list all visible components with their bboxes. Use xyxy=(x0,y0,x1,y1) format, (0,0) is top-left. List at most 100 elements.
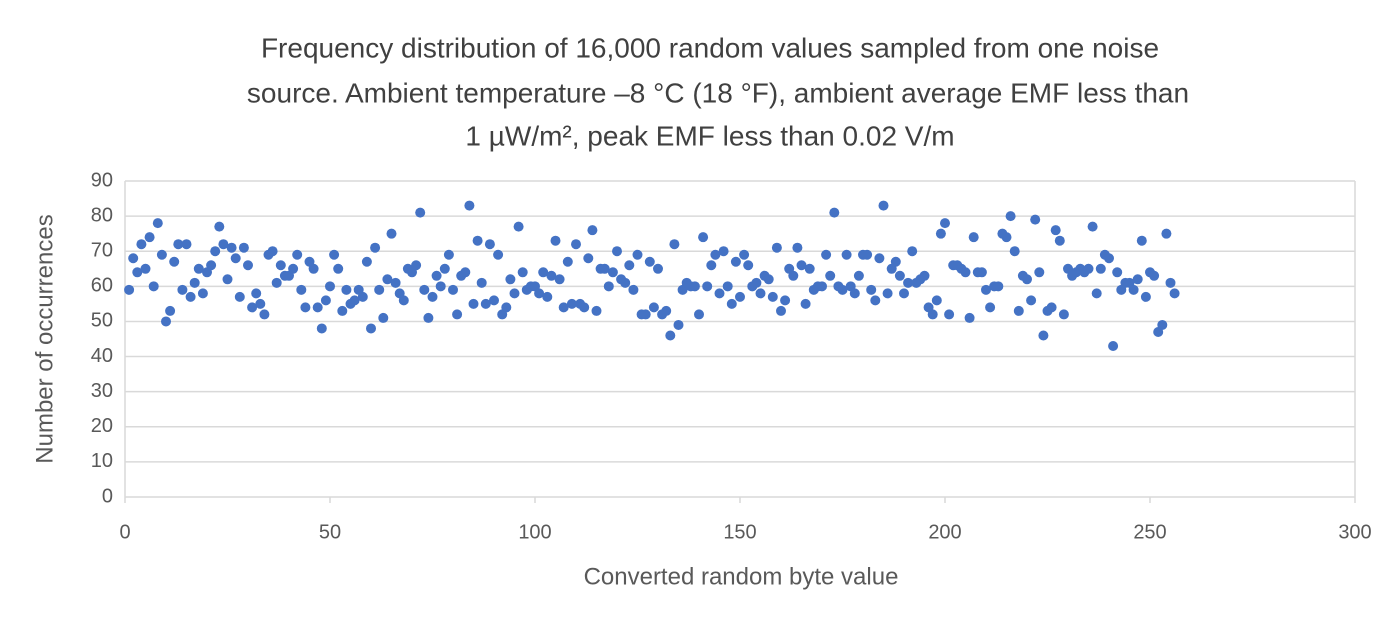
point xyxy=(325,281,335,292)
point xyxy=(964,312,975,323)
point xyxy=(673,319,684,330)
point xyxy=(206,260,217,271)
point xyxy=(894,270,905,281)
point xyxy=(230,253,241,264)
point xyxy=(435,281,446,292)
point xyxy=(1026,295,1037,306)
y-axis-label: Number of occurrences xyxy=(31,214,58,463)
point xyxy=(1046,302,1057,313)
point xyxy=(714,288,725,299)
point xyxy=(468,298,479,309)
point xyxy=(333,263,344,274)
point xyxy=(792,242,803,253)
y-tick-label: 60 xyxy=(91,275,113,297)
point xyxy=(448,284,458,295)
point xyxy=(1038,330,1049,341)
point xyxy=(1030,214,1041,225)
point xyxy=(944,309,955,320)
point xyxy=(296,284,307,295)
point xyxy=(566,298,577,309)
point xyxy=(903,277,914,288)
point xyxy=(177,284,188,295)
point xyxy=(689,281,700,292)
point xyxy=(132,267,143,278)
point xyxy=(935,228,946,239)
point xyxy=(829,207,840,218)
point xyxy=(513,221,524,232)
point xyxy=(1136,235,1147,246)
point xyxy=(993,281,1004,292)
point xyxy=(140,263,151,274)
y-tick-label: 90 xyxy=(91,169,113,191)
point xyxy=(558,302,569,313)
point xyxy=(316,323,327,334)
point xyxy=(542,291,553,302)
point xyxy=(165,305,176,316)
point xyxy=(312,302,323,313)
point xyxy=(538,267,549,278)
y-tick-label: 40 xyxy=(91,345,113,367)
point xyxy=(698,232,709,243)
x-tick-label: 200 xyxy=(928,521,961,543)
point xyxy=(210,246,221,257)
point xyxy=(1140,291,1151,302)
point xyxy=(870,295,881,306)
point xyxy=(599,263,610,274)
point xyxy=(1050,225,1061,236)
point xyxy=(735,291,745,302)
point xyxy=(464,200,475,211)
point xyxy=(152,218,163,229)
point xyxy=(743,260,754,271)
point xyxy=(763,274,774,285)
point xyxy=(361,256,372,267)
point xyxy=(517,267,528,278)
point xyxy=(702,281,713,292)
point xyxy=(218,239,229,250)
y-tick-label: 0 xyxy=(102,485,113,507)
point xyxy=(169,256,180,267)
point xyxy=(985,302,996,313)
point xyxy=(960,267,971,278)
point xyxy=(489,295,499,306)
point xyxy=(1104,253,1114,264)
point xyxy=(669,239,680,250)
point xyxy=(222,274,233,285)
point xyxy=(156,249,167,260)
point xyxy=(640,309,651,320)
point xyxy=(419,284,430,295)
point xyxy=(271,277,282,288)
point xyxy=(550,235,561,246)
point xyxy=(247,302,258,313)
point xyxy=(189,277,200,288)
x-tick-label: 300 xyxy=(1338,521,1371,543)
point xyxy=(940,218,950,229)
point xyxy=(161,316,171,327)
point xyxy=(267,246,278,257)
point xyxy=(620,277,631,288)
point xyxy=(882,288,893,299)
point xyxy=(554,274,565,285)
point xyxy=(628,284,639,295)
point xyxy=(1005,211,1016,222)
point xyxy=(1108,341,1119,352)
chart-title: 1 µW/m², peak EMF less than 0.02 V/m xyxy=(465,120,954,151)
point xyxy=(374,284,385,295)
point xyxy=(275,260,286,271)
x-tick-label: 250 xyxy=(1133,521,1166,543)
point xyxy=(739,249,750,260)
point xyxy=(837,284,848,295)
point xyxy=(800,298,811,309)
point xyxy=(300,302,311,313)
point xyxy=(460,267,471,278)
point xyxy=(931,295,942,306)
point xyxy=(718,246,729,257)
point xyxy=(1169,288,1180,299)
point xyxy=(370,242,381,253)
point xyxy=(821,249,832,260)
point xyxy=(255,298,266,309)
x-axis-label: Converted random byte value xyxy=(584,563,899,590)
point xyxy=(185,291,196,302)
point xyxy=(825,270,836,281)
point xyxy=(771,242,782,253)
